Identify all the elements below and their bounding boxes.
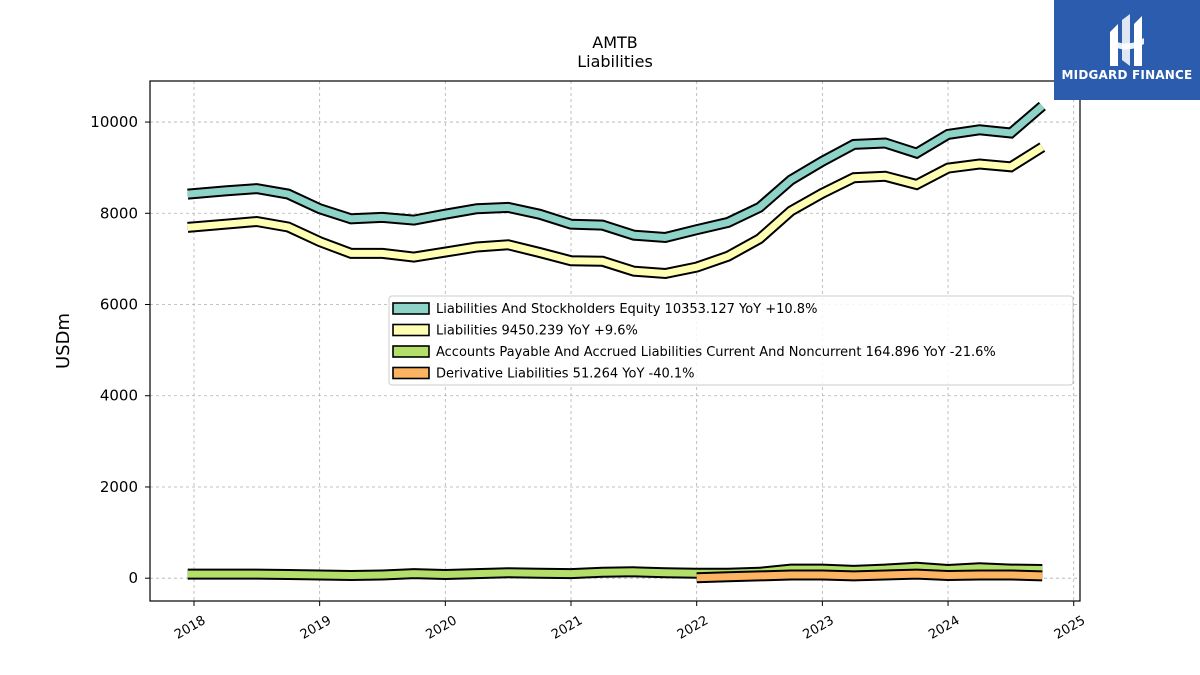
chart-subtitle: Liabilities [577,52,653,71]
x-tick-label: 2020 [424,613,460,643]
y-tick-label: 6000 [100,296,138,314]
y-tick-label: 4000 [100,387,138,405]
legend-label: Liabilities 9450.239 YoY +9.6% [436,324,638,339]
legend: Liabilities And Stockholders Equity 1035… [388,295,1074,386]
y-tick-label: 10000 [90,113,138,131]
series-line-outline [187,101,1046,244]
x-tick-label: 2022 [675,613,711,643]
series-line [187,142,1046,280]
series-line-fill [696,570,1043,582]
plot-frame [149,80,1081,602]
x-tick-label: 2024 [926,613,962,643]
legend-label: Accounts Payable And Accrued Liabilities… [436,345,996,360]
x-tick-label: 2021 [549,613,585,643]
y-axis-label: USDm [53,313,74,369]
legend-label: Derivative Liabilities 51.264 YoY -40.1% [436,367,695,382]
legend-label: Liabilities And Stockholders Equity 1035… [436,302,817,317]
series-line-fill [187,144,1045,278]
brand-name: MIDGARD FINANCE [1061,68,1193,82]
x-tick-label: 2025 [1052,613,1088,643]
legend-swatch [392,302,430,315]
series-line [696,568,1043,584]
legend-swatch [392,345,430,358]
y-tick-label: 2000 [100,478,138,496]
legend-swatch [392,323,430,337]
series-line-fill [187,103,1045,242]
x-tick-label: 2018 [172,613,208,643]
y-tick-label: 0 [128,569,138,587]
x-tick-label: 2023 [801,613,837,643]
x-tick-label: 2019 [298,613,334,643]
legend-swatch [392,366,430,380]
series-layer [187,101,1046,584]
brand-logo: MIDGARD FINANCE [1054,0,1200,100]
series-line-fill [187,563,1043,580]
chart-title: AMTB [592,33,638,52]
series-line [187,101,1046,244]
series-line [187,561,1043,582]
midgard-logo-icon [1110,14,1144,66]
y-tick-label: 8000 [100,204,138,222]
legend-box [388,295,1074,386]
